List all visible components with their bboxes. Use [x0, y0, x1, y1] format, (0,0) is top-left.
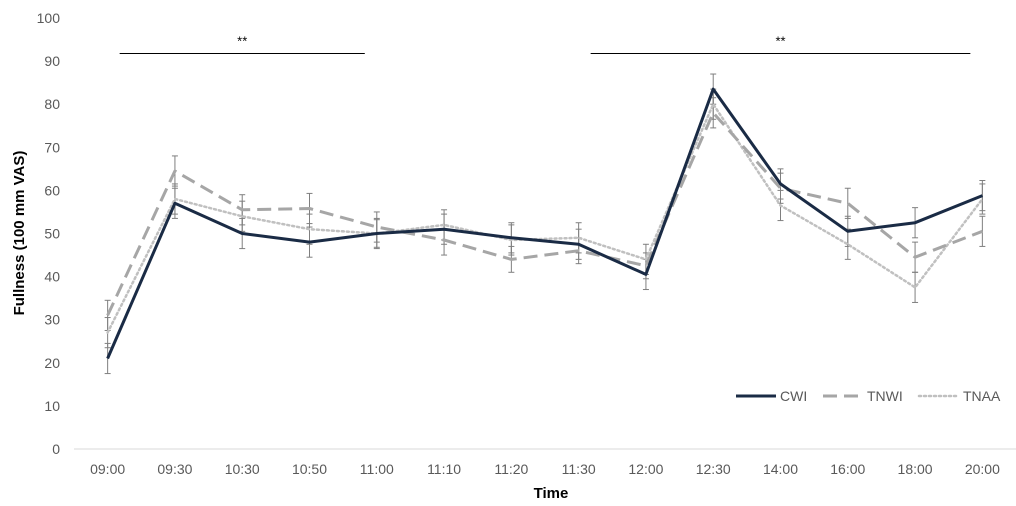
x-tick-label: 09:00 [90, 461, 125, 477]
y-tick-label: 90 [44, 53, 60, 69]
x-tick-label: 11:10 [427, 461, 461, 477]
y-tick-label: 100 [37, 10, 61, 26]
legend-label-tnwi: TNWI [867, 388, 903, 404]
x-tick-label: 10:50 [292, 461, 327, 477]
y-tick-label: 0 [52, 441, 60, 457]
series-line-tnwi [106, 111, 983, 317]
x-tick-label: 12:30 [696, 461, 731, 477]
legend-label-tnaa: TNAA [963, 388, 1001, 404]
y-tick-label: 30 [44, 312, 60, 328]
series-lines [106, 87, 984, 360]
x-tick-label: 11:20 [494, 461, 528, 477]
y-tick-label: 60 [44, 182, 60, 198]
y-tick-label: 20 [44, 355, 60, 371]
series-line-cwi [106, 87, 983, 360]
significance-label: ** [237, 33, 247, 48]
x-tick-label: 14:00 [763, 461, 798, 477]
legend-label-cwi: CWI [780, 388, 807, 404]
error-bars [104, 73, 986, 375]
significance-annotations: ** ** [119, 33, 971, 54]
x-tick-label: 20:00 [965, 461, 1000, 477]
y-axis-title: Fullness (100 mm VAS) [11, 151, 28, 316]
y-tick-label: 40 [44, 269, 60, 285]
x-tick-label: 09:30 [157, 461, 192, 477]
y-tick-label: 10 [44, 398, 60, 414]
x-tick-label: 12:00 [628, 461, 663, 477]
y-tick-label: 80 [44, 96, 60, 112]
x-tick-label: 11:30 [562, 461, 596, 477]
x-tick-label: 11:00 [360, 461, 394, 477]
significance-label: ** [775, 33, 785, 48]
chart-legend: CWI TNWI TNAA [736, 388, 1001, 404]
y-tick-label: 50 [44, 226, 60, 242]
x-tick-label: 10:30 [225, 461, 260, 477]
x-axis-ticks: 09:00 09:30 10:30 10:50 11:00 11:10 11:20 11:30… [90, 461, 1000, 477]
x-tick-label: 18:00 [898, 461, 933, 477]
y-axis-ticks: 0 10 20 30 40 50 60 70 80 90 100 [37, 10, 61, 457]
y-tick-label: 70 [44, 139, 60, 155]
x-tick-label: 16:00 [830, 461, 865, 477]
series-line-tnaa [106, 102, 984, 334]
x-axis-title: Time [534, 485, 569, 502]
